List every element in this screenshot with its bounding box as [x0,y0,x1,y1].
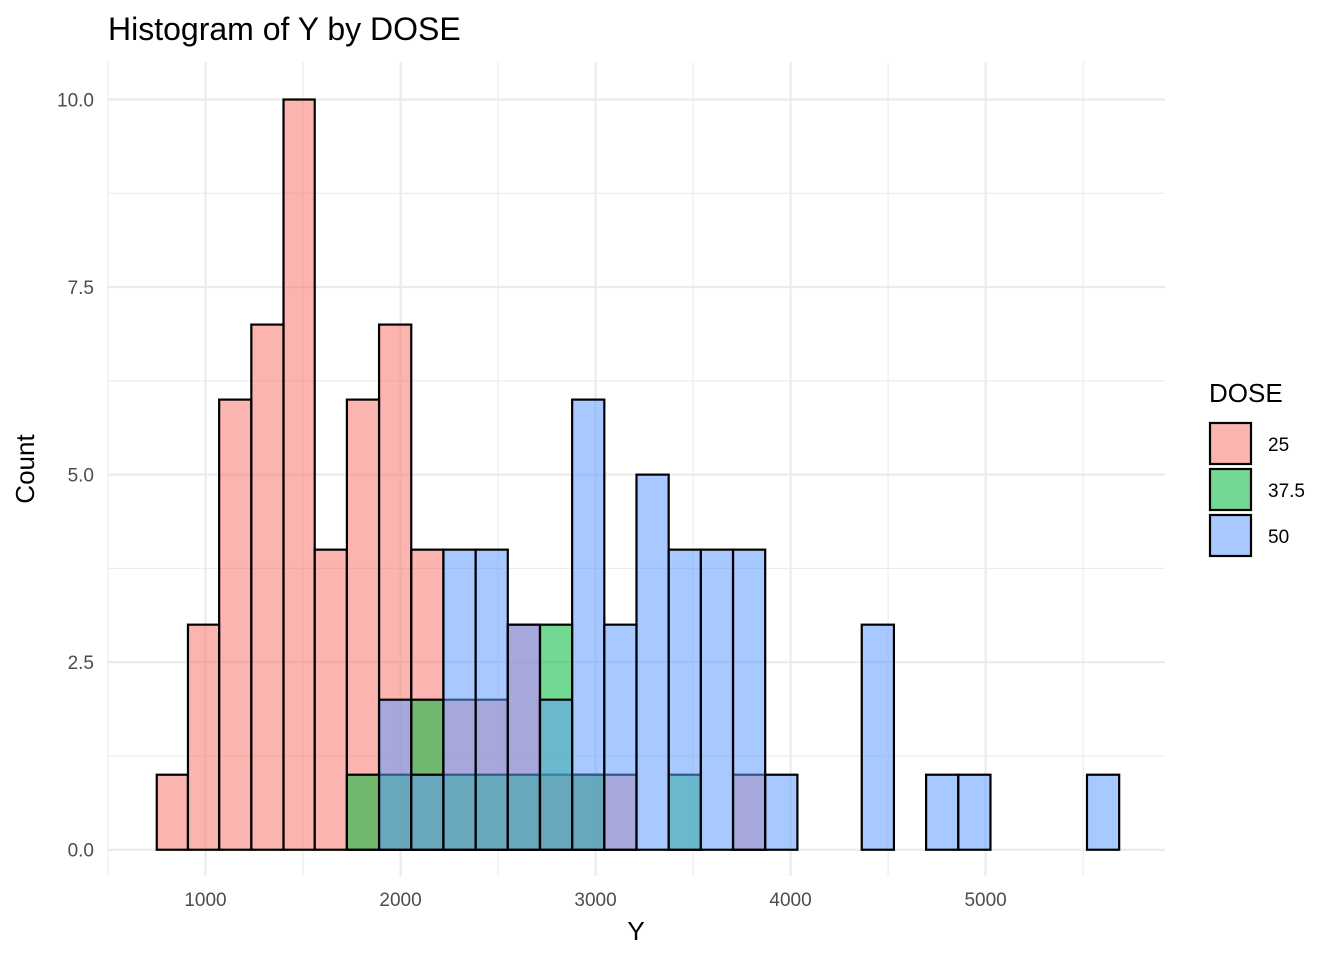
legend-item: 25 [1208,421,1289,466]
histogram-bar [699,548,735,851]
histogram-bar [250,323,285,851]
histogram-bar [155,773,190,851]
x-tick-label: 3000 [574,890,616,911]
histogram-bar [667,548,702,851]
legend-item: 50 [1208,513,1289,558]
x-axis-ticks: 1000 2000 3000 4000 5000 [184,890,1006,911]
histogram-bar [410,773,445,851]
histogram-bar [506,623,542,851]
histogram-bars [155,98,1121,851]
histogram-bar [957,773,992,851]
legend-label: 37.5 [1268,481,1305,502]
histogram-bar [313,548,348,851]
legend-swatch [1208,421,1253,466]
histogram-bar [538,698,574,851]
histogram-bar [218,398,253,851]
histogram-bar [764,773,799,851]
histogram-bar [925,773,960,851]
chart-title: Histogram of Y by DOSE [108,11,461,47]
legend-swatch [1208,467,1253,512]
legend-label: 50 [1268,527,1289,548]
legend-item: 37.5 [1208,467,1305,512]
y-tick-label: 7.5 [68,278,94,299]
histogram-bar [442,548,477,851]
y-axis-ticks: 0.0 2.5 5.0 7.5 10.0 [57,91,94,862]
y-tick-label: 10.0 [57,91,94,112]
legend-label: 25 [1268,435,1289,456]
legend-swatch [1208,513,1253,558]
x-tick-label: 2000 [379,890,421,911]
histogram-bar [571,398,606,851]
histogram-bar [731,548,767,851]
legend: DOSE 25 37.5 50 [1208,378,1305,558]
histogram-bar [1085,773,1121,851]
x-tick-label: 5000 [964,890,1006,911]
histogram-bar [377,698,413,851]
y-tick-label: 0.0 [68,841,94,862]
x-tick-label: 1000 [184,890,226,911]
series-50 [377,398,1121,851]
x-tick-label: 4000 [769,890,811,911]
y-axis-title: Count [10,434,40,504]
histogram-bar [186,623,221,851]
histogram-bar [603,623,638,851]
legend-items: 25 37.5 50 [1208,421,1305,558]
x-axis-title: Y [627,916,644,946]
histogram-bar [860,623,896,851]
legend-title: DOSE [1209,378,1283,408]
histogram-bar [345,773,381,851]
histogram-bar [635,473,670,851]
histogram-bar [282,98,316,851]
y-tick-label: 2.5 [68,653,94,674]
histogram-bar [474,548,509,851]
y-tick-label: 5.0 [68,466,94,487]
